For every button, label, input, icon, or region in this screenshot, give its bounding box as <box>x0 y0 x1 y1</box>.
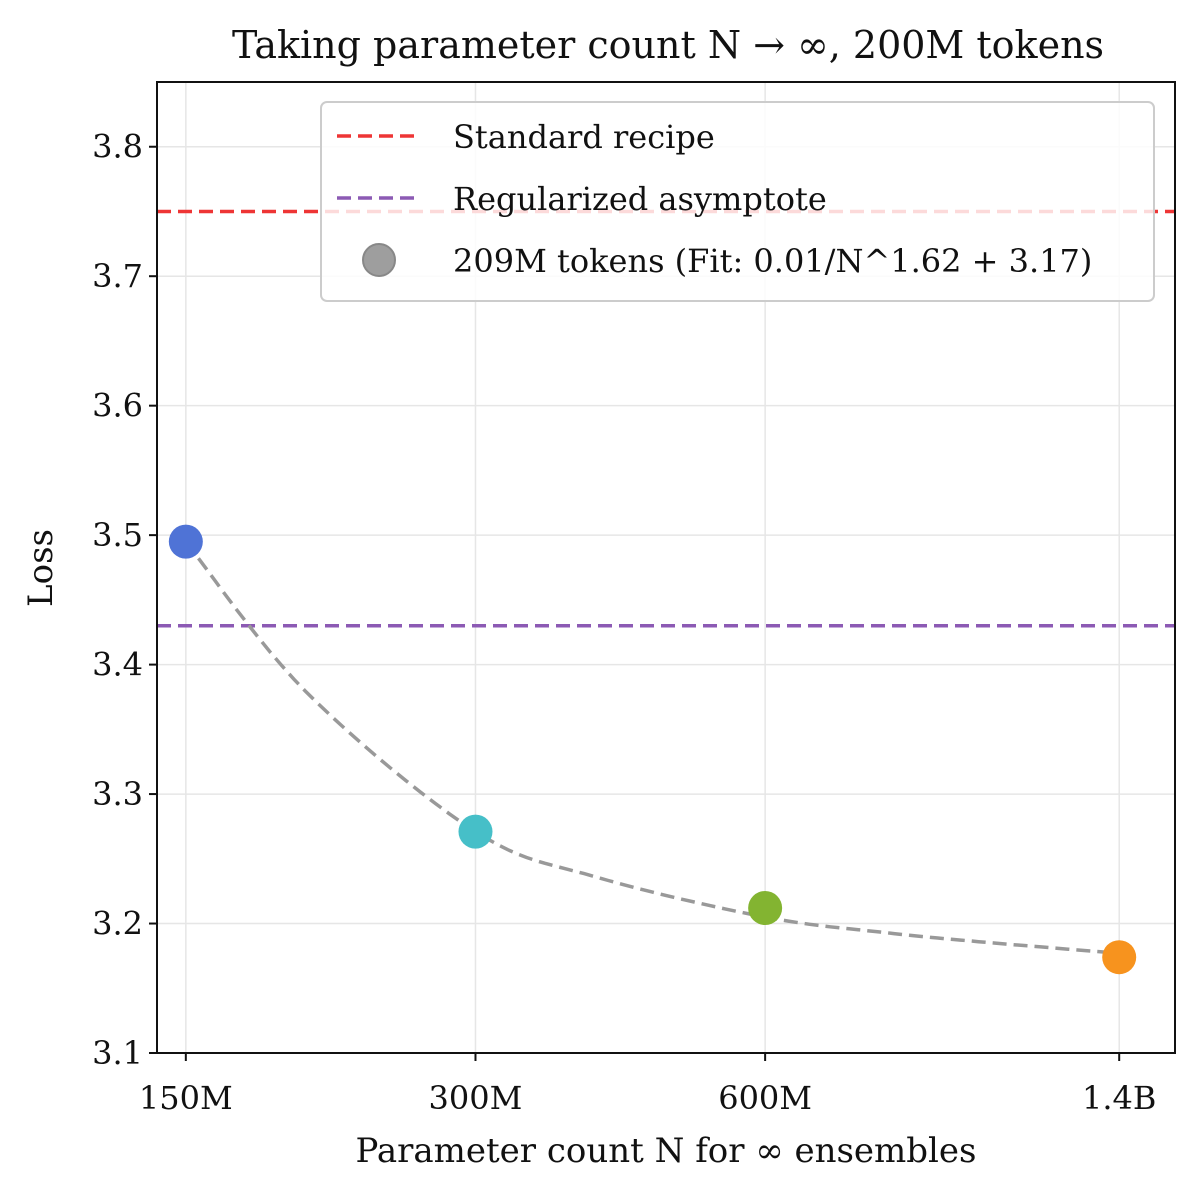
x-tick-label: 300M <box>429 1079 523 1117</box>
x-axis-label: Parameter count N for ∞ ensembles <box>356 1131 977 1171</box>
x-tick-label: 150M <box>139 1079 233 1117</box>
legend-box <box>320 101 1155 302</box>
y-tick-label: 3.5 <box>92 516 143 554</box>
legend-marker-circle <box>362 243 396 277</box>
data-point <box>168 524 203 559</box>
y-tick-label: 3.2 <box>92 905 143 943</box>
y-tick-label: 3.6 <box>92 387 143 425</box>
chart-title: Taking parameter count N → ∞, 200M token… <box>232 23 1104 67</box>
fit-curve <box>184 540 1120 956</box>
data-point <box>1102 940 1137 975</box>
x-tick-label: 600M <box>718 1079 812 1117</box>
fit-curve-layer <box>184 540 1120 956</box>
legend-label: 209M tokens (Fit: 0.01/N^1.62 + 3.17) <box>453 242 1092 280</box>
y-axis-ticks: 3.1 3.2 3.3 3.4 3.5 3.6 3.7 3.8 <box>92 128 157 1072</box>
data-point <box>748 890 783 925</box>
legend-label: Regularized asymptote <box>453 180 827 218</box>
plot-area-frame <box>156 81 1176 1054</box>
legend: Standard recipe Regularized asymptote 209M… <box>320 101 1155 302</box>
y-axis-label: Loss <box>21 529 61 607</box>
x-axis-ticks: 150M 300M 600M 1.4B <box>139 1053 1156 1117</box>
y-tick-label: 3.8 <box>92 128 143 166</box>
y-tick-label: 3.7 <box>92 257 143 295</box>
y-tick-label: 3.4 <box>92 646 143 684</box>
data-point <box>458 814 493 849</box>
legend-label: Standard recipe <box>453 118 715 156</box>
x-tick-label: 1.4B <box>1082 1079 1156 1117</box>
data-points <box>168 524 1137 975</box>
y-tick-label: 3.1 <box>92 1034 143 1072</box>
y-tick-label: 3.3 <box>92 775 143 813</box>
